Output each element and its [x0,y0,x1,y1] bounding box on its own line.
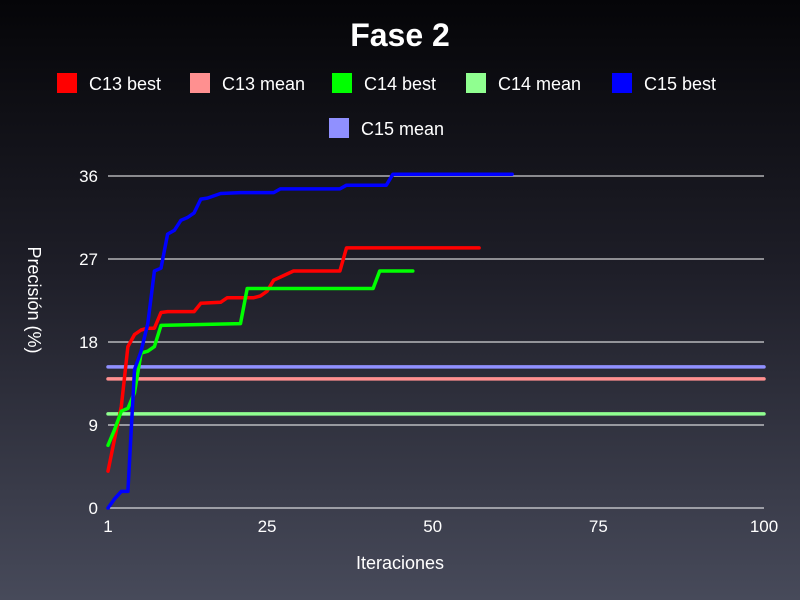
legend-label-c15-mean: C15 mean [361,119,444,139]
x-axis: 1 25 50 75 100 [103,517,778,536]
series-line-c14-best [106,269,415,448]
series-line-c15-best [106,172,514,510]
y-tick-label: 36 [79,167,98,186]
legend-label-c15-best: C15 best [644,74,716,94]
y-axis-label: Precisión (%) [24,246,44,353]
x-tick-label: 25 [258,517,277,536]
series-line-c13-best [106,246,481,473]
legend-swatch-c15-mean [329,118,349,138]
x-tick-label: 50 [423,517,442,536]
x-tick-label: 1 [103,517,112,536]
legend-label-c13-mean: C13 mean [222,74,305,94]
legend-swatch-c13-mean [190,73,210,93]
x-tick-label: 100 [750,517,778,536]
chart-grid [108,175,764,509]
y-tick-label: 27 [79,250,98,269]
chart-legend: C13 best C13 mean C14 best C14 mean C15 best… [57,73,716,139]
y-tick-label: 18 [79,333,98,352]
legend-label-c13-best: C13 best [89,74,161,94]
chart-title: Fase 2 [350,17,450,53]
legend-label-c14-mean: C14 mean [498,74,581,94]
legend-swatch-c13-best [57,73,77,93]
legend-swatch-c14-mean [466,73,486,93]
x-tick-label: 75 [589,517,608,536]
legend-label-c14-best: C14 best [364,74,436,94]
y-tick-label: 0 [89,499,98,518]
chart-series [106,172,766,510]
legend-swatch-c15-best [612,73,632,93]
y-tick-label: 9 [89,416,98,435]
x-axis-label: Iteraciones [356,553,444,573]
y-axis: 0 9 18 27 36 [79,167,98,518]
legend-swatch-c14-best [332,73,352,93]
